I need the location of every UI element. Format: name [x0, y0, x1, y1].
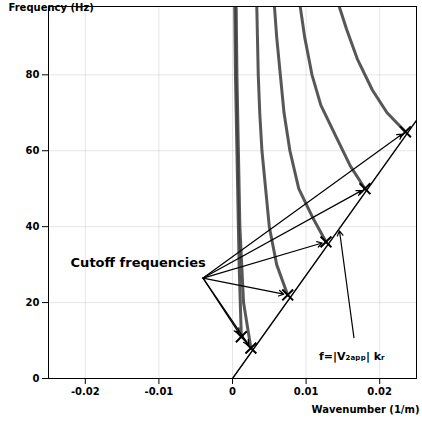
svg-text:0.01: 0.01 — [294, 386, 319, 397]
svg-text:Wavenumber (1/m): Wavenumber (1/m) — [312, 404, 420, 415]
svg-text:Cutoff frequencies: Cutoff frequencies — [71, 255, 206, 270]
svg-text:80: 80 — [26, 69, 40, 80]
svg-text:0.02: 0.02 — [367, 386, 392, 397]
svg-text:-0.02: -0.02 — [71, 386, 100, 397]
svg-text:0: 0 — [33, 373, 40, 384]
svg-text:Frequency (Hz): Frequency (Hz) — [9, 2, 94, 13]
svg-text:20: 20 — [26, 297, 40, 308]
svg-text:40: 40 — [26, 221, 40, 232]
svg-text:-0.01: -0.01 — [144, 386, 173, 397]
svg-text:60: 60 — [26, 145, 40, 156]
svg-text:0: 0 — [229, 386, 236, 397]
svg-text:f=|V₂ₐₚₚ| kᵣ: f=|V₂ₐₚₚ| kᵣ — [319, 350, 385, 363]
